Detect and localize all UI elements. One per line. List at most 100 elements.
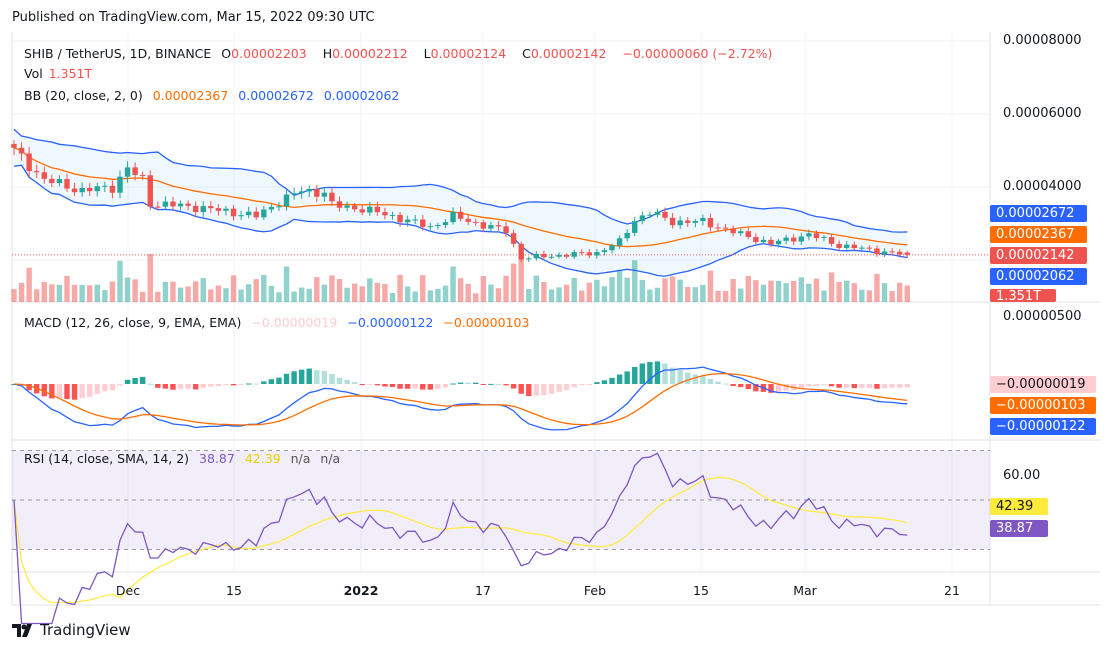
volume-bar [351, 283, 358, 302]
volume-bar [102, 290, 108, 302]
macd-histogram-bar [859, 384, 865, 389]
volume-bar [230, 275, 237, 302]
volume-bar [147, 254, 153, 302]
bb-label[interactable]: BB (20, close, 2, 0) [24, 88, 143, 103]
candle-body [404, 219, 411, 223]
macd-histogram-bar [139, 376, 146, 384]
volume-bar [874, 273, 880, 302]
macd-histogram-bar [192, 384, 199, 390]
tradingview-logo[interactable]: TradingView [12, 621, 131, 639]
macd-signal-tag: −0.00000103 [990, 397, 1096, 414]
candle-body [889, 251, 895, 253]
macd-tick: 0.00000500 [1003, 309, 1082, 324]
macd-histogram-bar [442, 384, 449, 388]
candle-body [64, 179, 70, 189]
volume-bar [571, 277, 577, 302]
volume-bar [533, 275, 540, 302]
macd-histogram-bar [26, 384, 32, 391]
volume-bar [738, 288, 744, 302]
volume-bar [170, 281, 176, 302]
price-tick-1: 0.00008000 [1003, 33, 1082, 48]
candle-body [71, 188, 78, 193]
macd-histogram-bar [738, 384, 744, 388]
macd-histogram-bar [685, 372, 691, 384]
candle-body [639, 215, 646, 222]
volume-bar [64, 275, 70, 302]
candle-body [707, 217, 714, 228]
candle-body [624, 232, 630, 239]
candle-body [465, 218, 471, 222]
volume-label[interactable]: Vol [24, 66, 43, 81]
macd-histogram-bar [601, 380, 608, 384]
macd-histogram-bar [397, 384, 403, 389]
candle-body [601, 250, 608, 253]
volume-bar [518, 254, 524, 302]
volume-bar [639, 279, 646, 302]
volume-bar [563, 284, 570, 302]
time-tick-2022: 2022 [343, 583, 379, 598]
bb-band-fill [14, 129, 908, 277]
candle-body [245, 211, 252, 216]
candle-body [730, 228, 736, 234]
volume-bar [510, 263, 517, 302]
macd-histogram-bar [170, 384, 176, 390]
macd-histogram-bar [775, 384, 782, 393]
candle-body [276, 206, 282, 208]
candle-body [503, 226, 509, 234]
macd-histogram-bar [177, 384, 184, 390]
candle-body [397, 214, 403, 223]
macd-histogram-bar [87, 384, 93, 397]
candle-body [139, 174, 146, 176]
volume-bar [541, 282, 547, 302]
candle-body [34, 171, 40, 173]
candle-body [806, 233, 812, 237]
volume-bar [889, 291, 895, 302]
volume-bar [306, 288, 312, 302]
macd-histogram-bar [200, 384, 206, 388]
macd-histogram-bar [881, 384, 888, 389]
macd-histogram-bar [117, 384, 123, 386]
volume-bar [722, 291, 729, 302]
rsi-ma-value: 42.39 [244, 451, 281, 466]
candle-body [722, 227, 729, 229]
candle-body [117, 176, 123, 193]
candle-body [518, 243, 524, 260]
macd-histogram-bar [102, 384, 108, 392]
macd-histogram-bar [314, 370, 320, 384]
volume-bar [132, 279, 138, 302]
candle-body [420, 219, 426, 227]
volume-bar [56, 284, 63, 302]
candle-body [412, 219, 418, 221]
macd-label[interactable]: MACD (12, 26, close, 9, EMA, EMA) [24, 315, 242, 330]
rsi-label[interactable]: RSI (14, close, SMA, 14, 2) [24, 451, 190, 466]
macd-histogram-bar [450, 383, 456, 385]
candle-body [813, 233, 820, 239]
volume-bar [389, 293, 396, 302]
volume-bar [314, 277, 320, 302]
volume-bar [473, 293, 479, 302]
macd-histogram-bar [889, 384, 895, 388]
macd-histogram-bar [245, 383, 252, 385]
macd-line [13, 366, 908, 431]
candle-body [609, 245, 615, 251]
volume-bar [844, 280, 850, 302]
macd-histogram-bar [813, 384, 820, 386]
symbol-name[interactable]: SHIB / TetherUS, 1D, BINANCE [24, 46, 212, 61]
bb-upper-line [13, 128, 908, 233]
candle-body [230, 208, 237, 217]
candle-body [821, 237, 827, 239]
volume-bar [775, 280, 782, 302]
candle-body [215, 208, 222, 211]
macd-histogram-bar [510, 384, 517, 389]
candle-body [677, 220, 683, 226]
macd-histogram-bar [768, 384, 774, 393]
candle-body [367, 206, 373, 213]
macd-histogram-bar [109, 384, 116, 391]
time-tick-mar: Mar [793, 583, 817, 598]
bb-upper-tag: 0.00002672 [990, 205, 1087, 222]
volume-bar [707, 270, 714, 302]
volume-bar [896, 282, 903, 302]
candle-body [124, 167, 131, 177]
macd-histogram-bar [389, 384, 396, 387]
